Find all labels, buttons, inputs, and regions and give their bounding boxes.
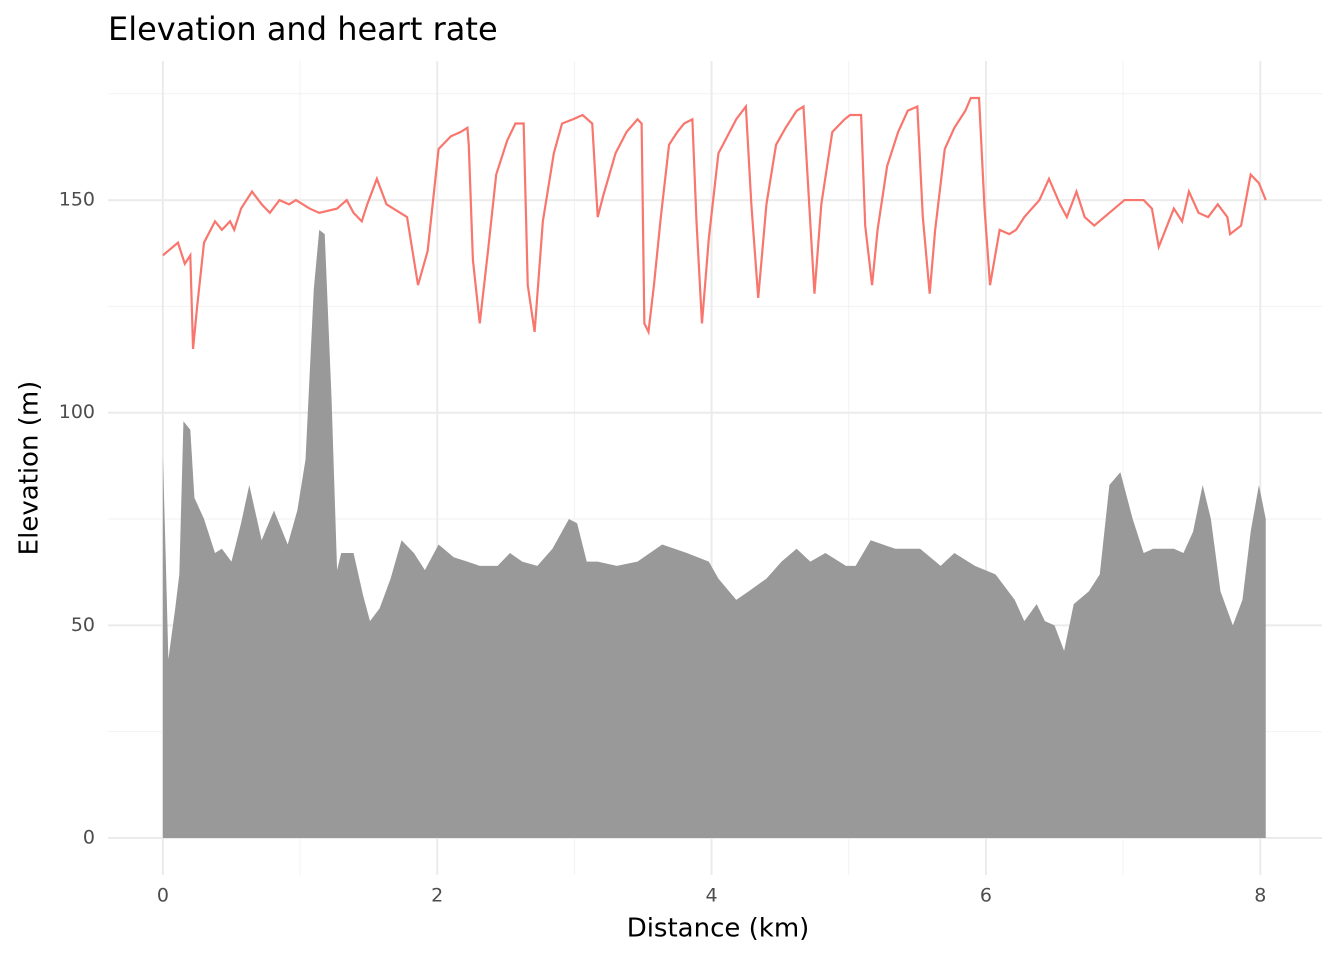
chart-title: Elevation and heart rate xyxy=(108,10,498,48)
x-tick-label: 2 xyxy=(431,885,443,907)
x-tick-label: 0 xyxy=(157,885,169,907)
x-tick-label: 4 xyxy=(706,885,718,907)
y-tick-label: 50 xyxy=(71,614,95,636)
elevation-area xyxy=(162,229,1266,838)
heart-rate-line xyxy=(162,96,1267,350)
y-tick-label: 150 xyxy=(59,189,95,211)
x-axis-title: Distance (km) xyxy=(627,914,810,944)
x-tick-label: 8 xyxy=(1254,885,1266,907)
y-tick-label: 100 xyxy=(59,401,95,423)
y-tick-label: 0 xyxy=(83,827,95,849)
plot-area xyxy=(162,96,1267,838)
x-tick-label: 6 xyxy=(980,885,992,907)
y-axis-title: Elevation (m) xyxy=(15,381,45,556)
